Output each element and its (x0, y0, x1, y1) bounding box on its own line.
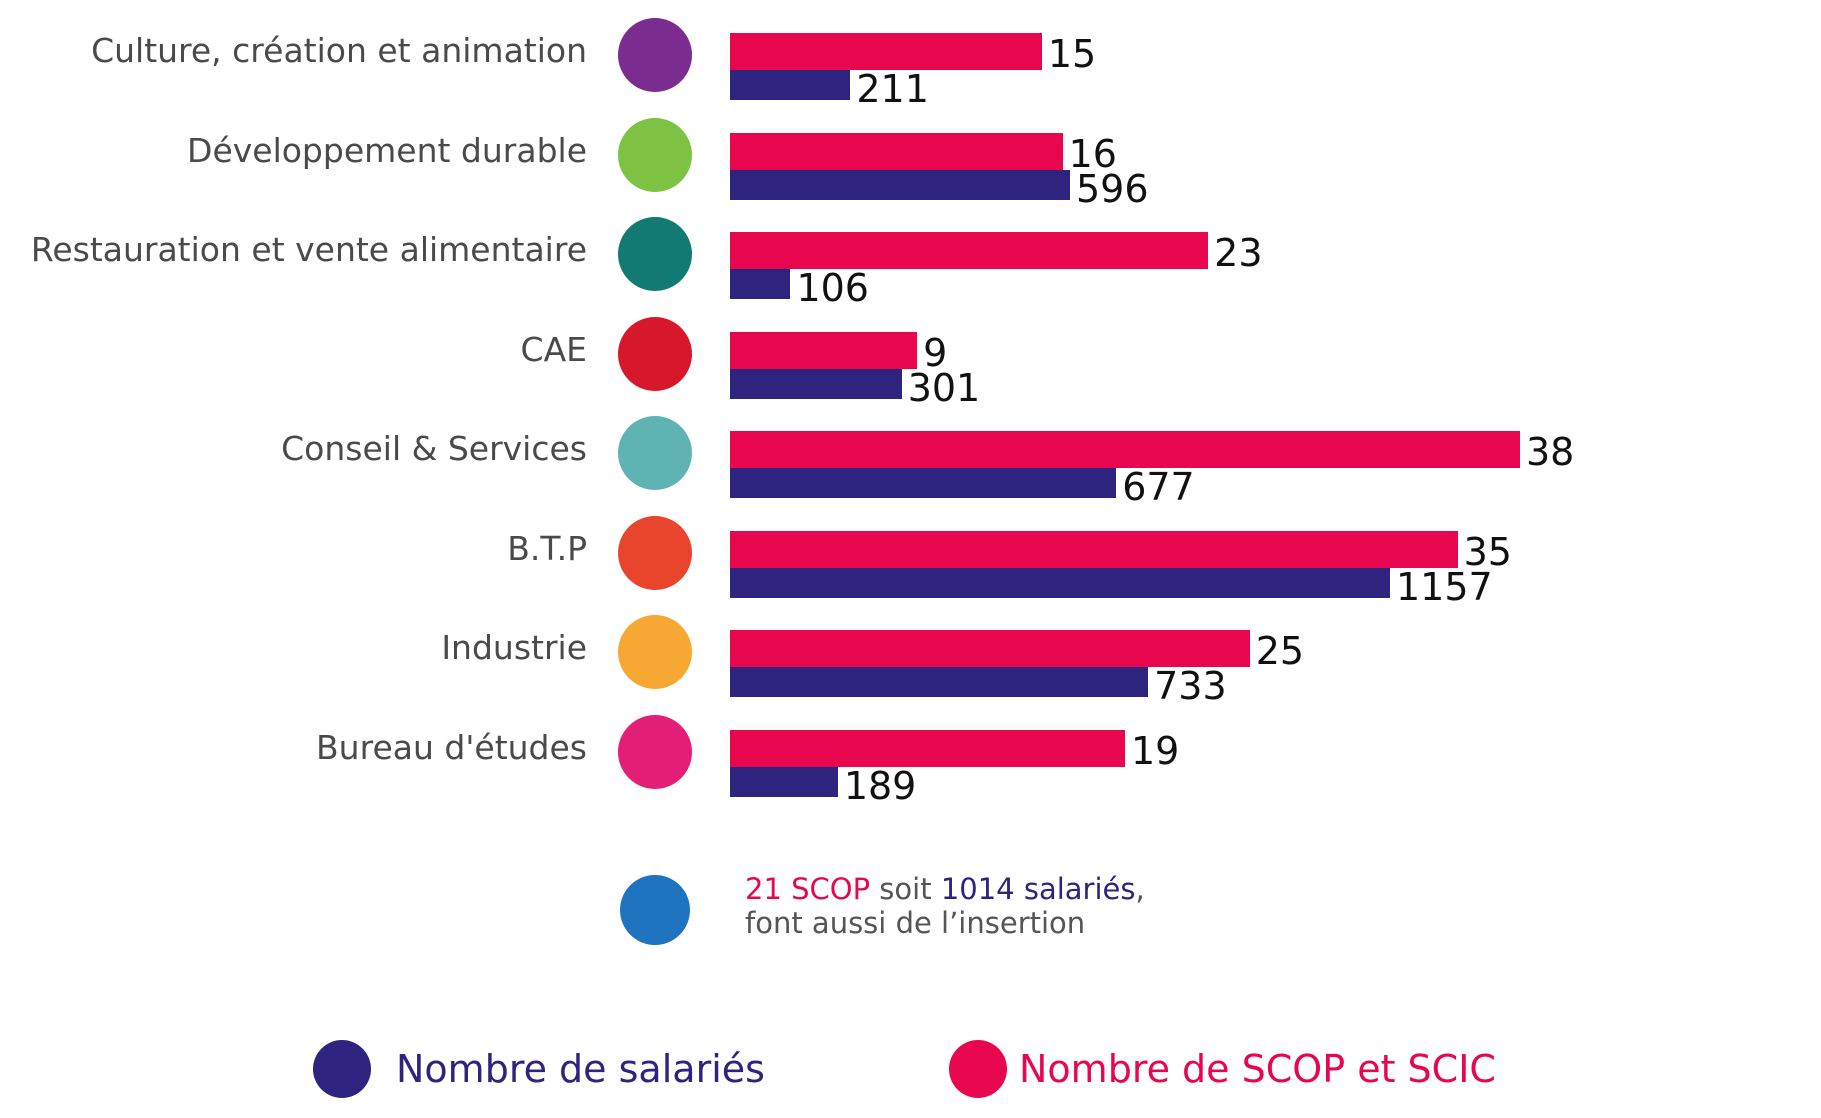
bar-salaries (730, 667, 1149, 697)
value-label-scop: 38 (1526, 430, 1575, 474)
bar-scop (730, 431, 1520, 468)
bar-scop (730, 530, 1458, 568)
house-sun-icon (618, 316, 692, 391)
value-label-scop: 23 (1214, 231, 1263, 275)
value-label-scop: 35 (1463, 529, 1512, 574)
category-label: Culture, création et animation (91, 31, 587, 70)
palette-music-icon (618, 18, 692, 92)
value-label-salaries: 301 (907, 365, 981, 410)
speech-bubble-icon (618, 416, 692, 490)
bar-salaries (730, 567, 1390, 598)
factory-icon (618, 615, 692, 689)
bar-scop (730, 729, 1125, 767)
bar-scop (730, 630, 1250, 667)
value-label-scop: 19 (1131, 728, 1180, 773)
bar-scop (730, 132, 1063, 170)
value-label-scop: 9 (923, 330, 948, 375)
glass-fork-icon (618, 217, 692, 291)
value-label-salaries: 596 (1075, 166, 1149, 211)
legend-label-scop: Nombre de SCOP et SCIC (1019, 1047, 1496, 1091)
insertion-note: 21 SCOP soit 1014 salariés, font aussi d… (745, 872, 1145, 940)
category-label: CAE (520, 329, 587, 369)
bar-salaries (730, 766, 838, 797)
note-soit: soit (870, 872, 941, 906)
value-label-salaries: 677 (1122, 465, 1195, 509)
crane-icon (618, 515, 692, 590)
note-comma: , (1135, 872, 1145, 906)
people-insertion-icon (620, 875, 690, 945)
bar-scop (730, 331, 918, 369)
legend-dot-scop (949, 1040, 1007, 1098)
category-label: Conseil & Services (281, 429, 587, 468)
note-scop-count: 21 SCOP (745, 872, 871, 906)
bar-salaries (730, 70, 851, 100)
category-label: B.T.P (507, 528, 587, 568)
bar-scop (730, 232, 1209, 269)
note-line2: font aussi de l’insertion (745, 906, 1086, 940)
value-label-salaries: 211 (856, 67, 929, 111)
bar-salaries (730, 169, 1070, 200)
gear-search-icon (618, 714, 692, 789)
bar-scop (730, 33, 1042, 70)
value-label-salaries: 189 (843, 763, 917, 808)
value-label-salaries: 733 (1154, 664, 1227, 708)
bar-salaries (730, 269, 791, 299)
category-label: Restauration et vente alimentaire (30, 230, 587, 269)
category-label: Industrie (441, 628, 587, 667)
category-label: Développement durable (187, 130, 587, 170)
value-label-scop: 25 (1255, 629, 1305, 673)
note-salaries-count: 1014 salariés (940, 872, 1136, 906)
value-label-scop: 15 (1047, 32, 1097, 76)
bar-salaries (730, 468, 1117, 498)
legend-dot-salaries (313, 1040, 371, 1098)
legend-label-salaries: Nombre de salariés (396, 1047, 765, 1091)
leaf-icon (618, 117, 692, 192)
bar-salaries (730, 368, 902, 399)
category-label: Bureau d'études (316, 727, 587, 767)
value-label-scop: 16 (1068, 131, 1117, 176)
value-label-salaries: 106 (796, 266, 869, 310)
value-label-salaries: 1157 (1396, 564, 1493, 609)
